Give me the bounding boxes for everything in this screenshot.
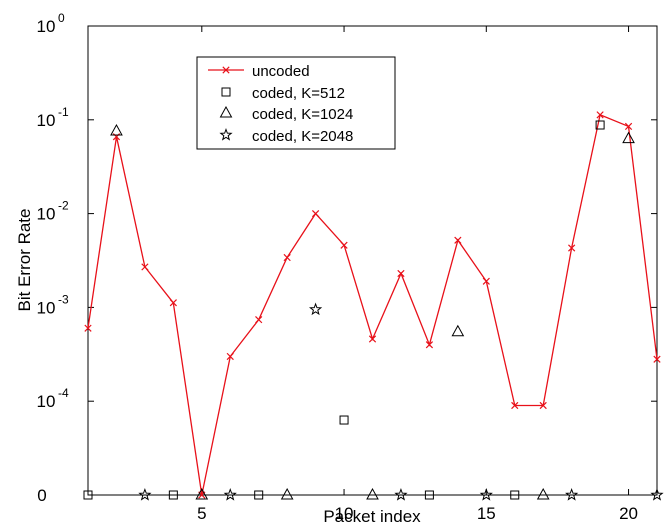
data-point <box>309 302 323 316</box>
data-point <box>311 209 320 218</box>
y-tick-label: 10 <box>37 298 56 317</box>
data-point <box>653 355 661 363</box>
data-point <box>223 488 237 501</box>
series-3 <box>110 123 635 500</box>
series-1 <box>84 111 661 499</box>
series-4 <box>138 302 664 501</box>
data-point <box>536 487 550 500</box>
y-tick-label: 10 <box>37 392 56 411</box>
y-axis-label: Bit Error Rate <box>15 209 34 312</box>
data-point <box>482 277 490 285</box>
y-tick-exponent: -2 <box>58 199 69 213</box>
y-tick-exponent: -4 <box>58 386 69 400</box>
data-point <box>366 487 379 500</box>
data-point <box>479 488 493 501</box>
data-point <box>83 490 93 500</box>
data-point <box>84 324 92 332</box>
data-point <box>624 122 633 131</box>
x-axis-ticks: 5 10 15 20 <box>197 26 638 523</box>
data-point <box>169 299 177 307</box>
x-tick-label: 10 <box>335 504 354 523</box>
data-point <box>138 488 152 501</box>
data-point <box>394 488 408 501</box>
series-2 <box>83 120 605 500</box>
y-tick-label: 0 <box>37 486 46 505</box>
data-point <box>397 269 405 278</box>
legend-swatches <box>208 66 244 141</box>
data-point <box>424 490 434 500</box>
legend: uncoded coded, K=512 coded, K=1024 coded… <box>196 56 396 150</box>
x-tick-label: 5 <box>197 504 206 523</box>
data-point <box>650 488 664 501</box>
legend-entry-uncoded: uncoded <box>252 63 310 80</box>
data-point <box>226 352 234 361</box>
data-point <box>168 490 178 500</box>
data-point <box>622 131 635 144</box>
data-point <box>511 401 519 410</box>
legend-entry-k512: coded, K=512 <box>252 85 345 102</box>
legend-swatch-marker <box>219 128 233 141</box>
y-tick-label: 10 <box>37 205 56 224</box>
data-point <box>254 490 264 500</box>
plot-frame <box>87 25 658 496</box>
series-layer <box>83 111 664 501</box>
y-tick-label: 10 <box>37 17 56 36</box>
data-point <box>339 415 349 425</box>
data-point <box>195 487 209 500</box>
y-tick-exponent: -3 <box>58 292 69 306</box>
data-point <box>283 253 291 262</box>
data-point <box>425 341 434 349</box>
data-point <box>595 120 605 130</box>
data-point <box>451 324 465 337</box>
data-point <box>568 244 576 252</box>
y-tick-exponent: 0 <box>58 11 65 25</box>
x-tick-label: 15 <box>477 504 496 523</box>
data-point <box>596 111 604 119</box>
series-line-uncoded <box>87 113 658 496</box>
y-tick-label: 10 <box>37 111 56 130</box>
data-point <box>565 488 579 501</box>
data-point <box>255 316 263 324</box>
x-tick-label: 20 <box>619 504 638 523</box>
legend-swatch-marker <box>219 105 233 118</box>
data-point <box>368 335 377 343</box>
data-point <box>340 241 348 249</box>
y-tick-exponent: -1 <box>58 105 69 119</box>
legend-entry-k1024: coded, K=1024 <box>252 106 353 123</box>
legend-swatch-marker <box>222 66 230 74</box>
data-point <box>280 487 294 500</box>
data-point <box>110 123 123 136</box>
x-axis-label: Packet index <box>323 507 421 526</box>
data-point <box>539 401 547 410</box>
data-point <box>510 490 520 500</box>
legend-swatch-marker <box>221 87 231 97</box>
data-point <box>454 236 462 244</box>
data-point <box>141 263 149 271</box>
legend-entry-k2048: coded, K=2048 <box>252 128 353 145</box>
